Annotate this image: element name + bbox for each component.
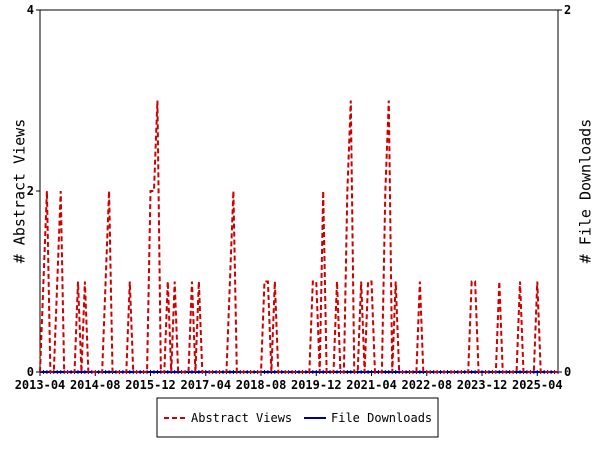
plot-frame bbox=[39, 9, 559, 373]
x-tick-label: 2021-04 bbox=[346, 378, 397, 392]
x-tick-label: 2018-08 bbox=[236, 378, 287, 392]
legend-box bbox=[156, 397, 439, 438]
y2-tick-label: 0 bbox=[564, 365, 571, 379]
legend-label: File Downloads bbox=[331, 411, 432, 425]
x-tick-label: 2023-12 bbox=[457, 378, 508, 392]
y-axis-label: # Abstract Views bbox=[11, 119, 29, 264]
x-tick-label: 2014-08 bbox=[70, 378, 121, 392]
y-tick-label: 0 bbox=[27, 365, 34, 379]
y2-axis-label: # File Downloads bbox=[577, 119, 595, 264]
y2-tick-label: 2 bbox=[564, 3, 571, 17]
x-tick-label: 2019-12 bbox=[291, 378, 342, 392]
x-tick-label: 2025-04 bbox=[512, 378, 563, 392]
y-tick-label: 4 bbox=[27, 3, 34, 17]
x-tick-label: 2017-04 bbox=[180, 378, 231, 392]
series-line bbox=[39, 100, 558, 373]
x-tick-label: 2015-12 bbox=[125, 378, 176, 392]
legend-label: Abstract Views bbox=[191, 411, 292, 425]
x-tick-label: 2022-08 bbox=[401, 378, 452, 392]
x-tick-label: 2013-04 bbox=[15, 378, 66, 392]
y-tick-label: 2 bbox=[27, 184, 34, 198]
